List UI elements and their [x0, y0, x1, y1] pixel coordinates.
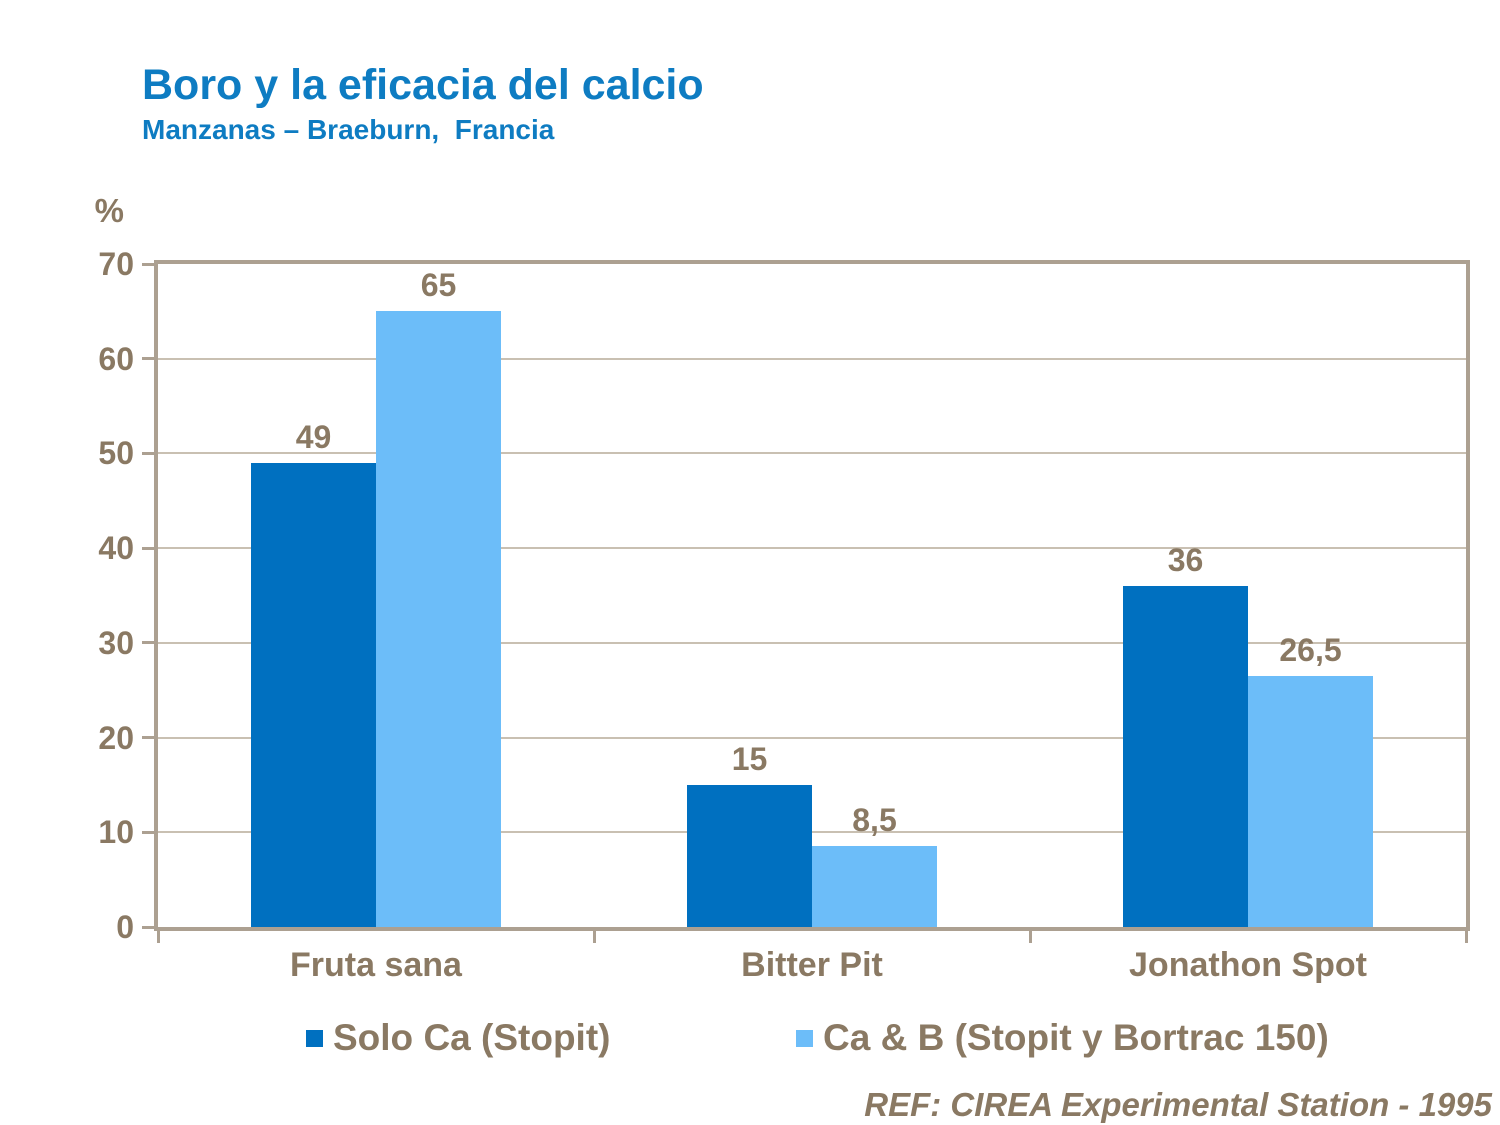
- y-tick-mark: [142, 641, 156, 645]
- gridline: [158, 641, 1466, 644]
- legend-item: Ca & B (Stopit y Bortrac 150): [796, 1015, 1329, 1061]
- legend-label: Solo Ca (Stopit): [333, 1017, 611, 1058]
- y-tick-label: 10: [98, 814, 134, 851]
- category-label: Jonathon Spot: [1129, 946, 1367, 984]
- chart-title: Boro y la eficacia del calcio: [142, 61, 704, 109]
- legend-swatch-icon: [306, 1029, 323, 1047]
- y-tick-mark: [142, 925, 156, 929]
- legend-label: Ca & B (Stopit y Bortrac 150): [823, 1017, 1329, 1058]
- bar-value-label: 8,5: [852, 802, 897, 839]
- gridline: [158, 357, 1466, 360]
- gridline: [158, 547, 1466, 550]
- bar-value-label: 36: [1167, 542, 1204, 579]
- x-tick-mark: [156, 929, 160, 943]
- bar-solo-ca: [687, 784, 812, 927]
- y-tick-label: 0: [116, 909, 134, 945]
- y-axis-unit-label: %: [94, 192, 124, 229]
- y-tick-mark: [142, 262, 156, 266]
- bar-solo-ca: [1123, 586, 1248, 927]
- x-tick-mark: [1028, 929, 1032, 943]
- bar-solo-ca: [251, 462, 376, 927]
- bar-ca-y-b: [812, 846, 937, 927]
- legend-swatch-icon: [796, 1029, 813, 1047]
- category-label: Bitter Pit: [741, 946, 883, 984]
- plot-area: [154, 260, 1470, 931]
- y-tick-label: 50: [98, 435, 134, 472]
- y-tick-mark: [142, 357, 156, 361]
- bar-value-label: 26,5: [1279, 632, 1342, 668]
- y-tick-label: 30: [98, 624, 134, 661]
- x-tick-mark: [592, 929, 596, 943]
- y-tick-label: 40: [98, 530, 134, 567]
- y-tick-label: 60: [98, 340, 134, 377]
- y-tick-label: 20: [98, 719, 134, 756]
- bar-ca-y-b: [376, 311, 501, 927]
- legend-item: Solo Ca (Stopit): [306, 1015, 610, 1061]
- category-label: Fruta sana: [290, 946, 462, 984]
- y-tick-label: 70: [98, 246, 134, 282]
- bar-value-label: 49: [295, 418, 332, 455]
- gridline: [158, 736, 1466, 739]
- gridline: [158, 831, 1466, 834]
- y-tick-mark: [142, 546, 156, 550]
- bar-value-label: 15: [731, 740, 768, 777]
- chart-subtitle: Manzanas – Braeburn, Francia: [142, 114, 555, 145]
- y-tick-mark: [142, 830, 156, 834]
- bar-ca-y-b: [1248, 676, 1373, 927]
- x-tick-mark: [1464, 929, 1468, 943]
- y-tick-mark: [142, 736, 156, 740]
- reference-note: REF: CIREA Experimental Station - 1995: [864, 1086, 1492, 1123]
- bar-value-label: 65: [420, 267, 457, 304]
- y-tick-mark: [142, 451, 156, 455]
- gridline: [158, 452, 1466, 455]
